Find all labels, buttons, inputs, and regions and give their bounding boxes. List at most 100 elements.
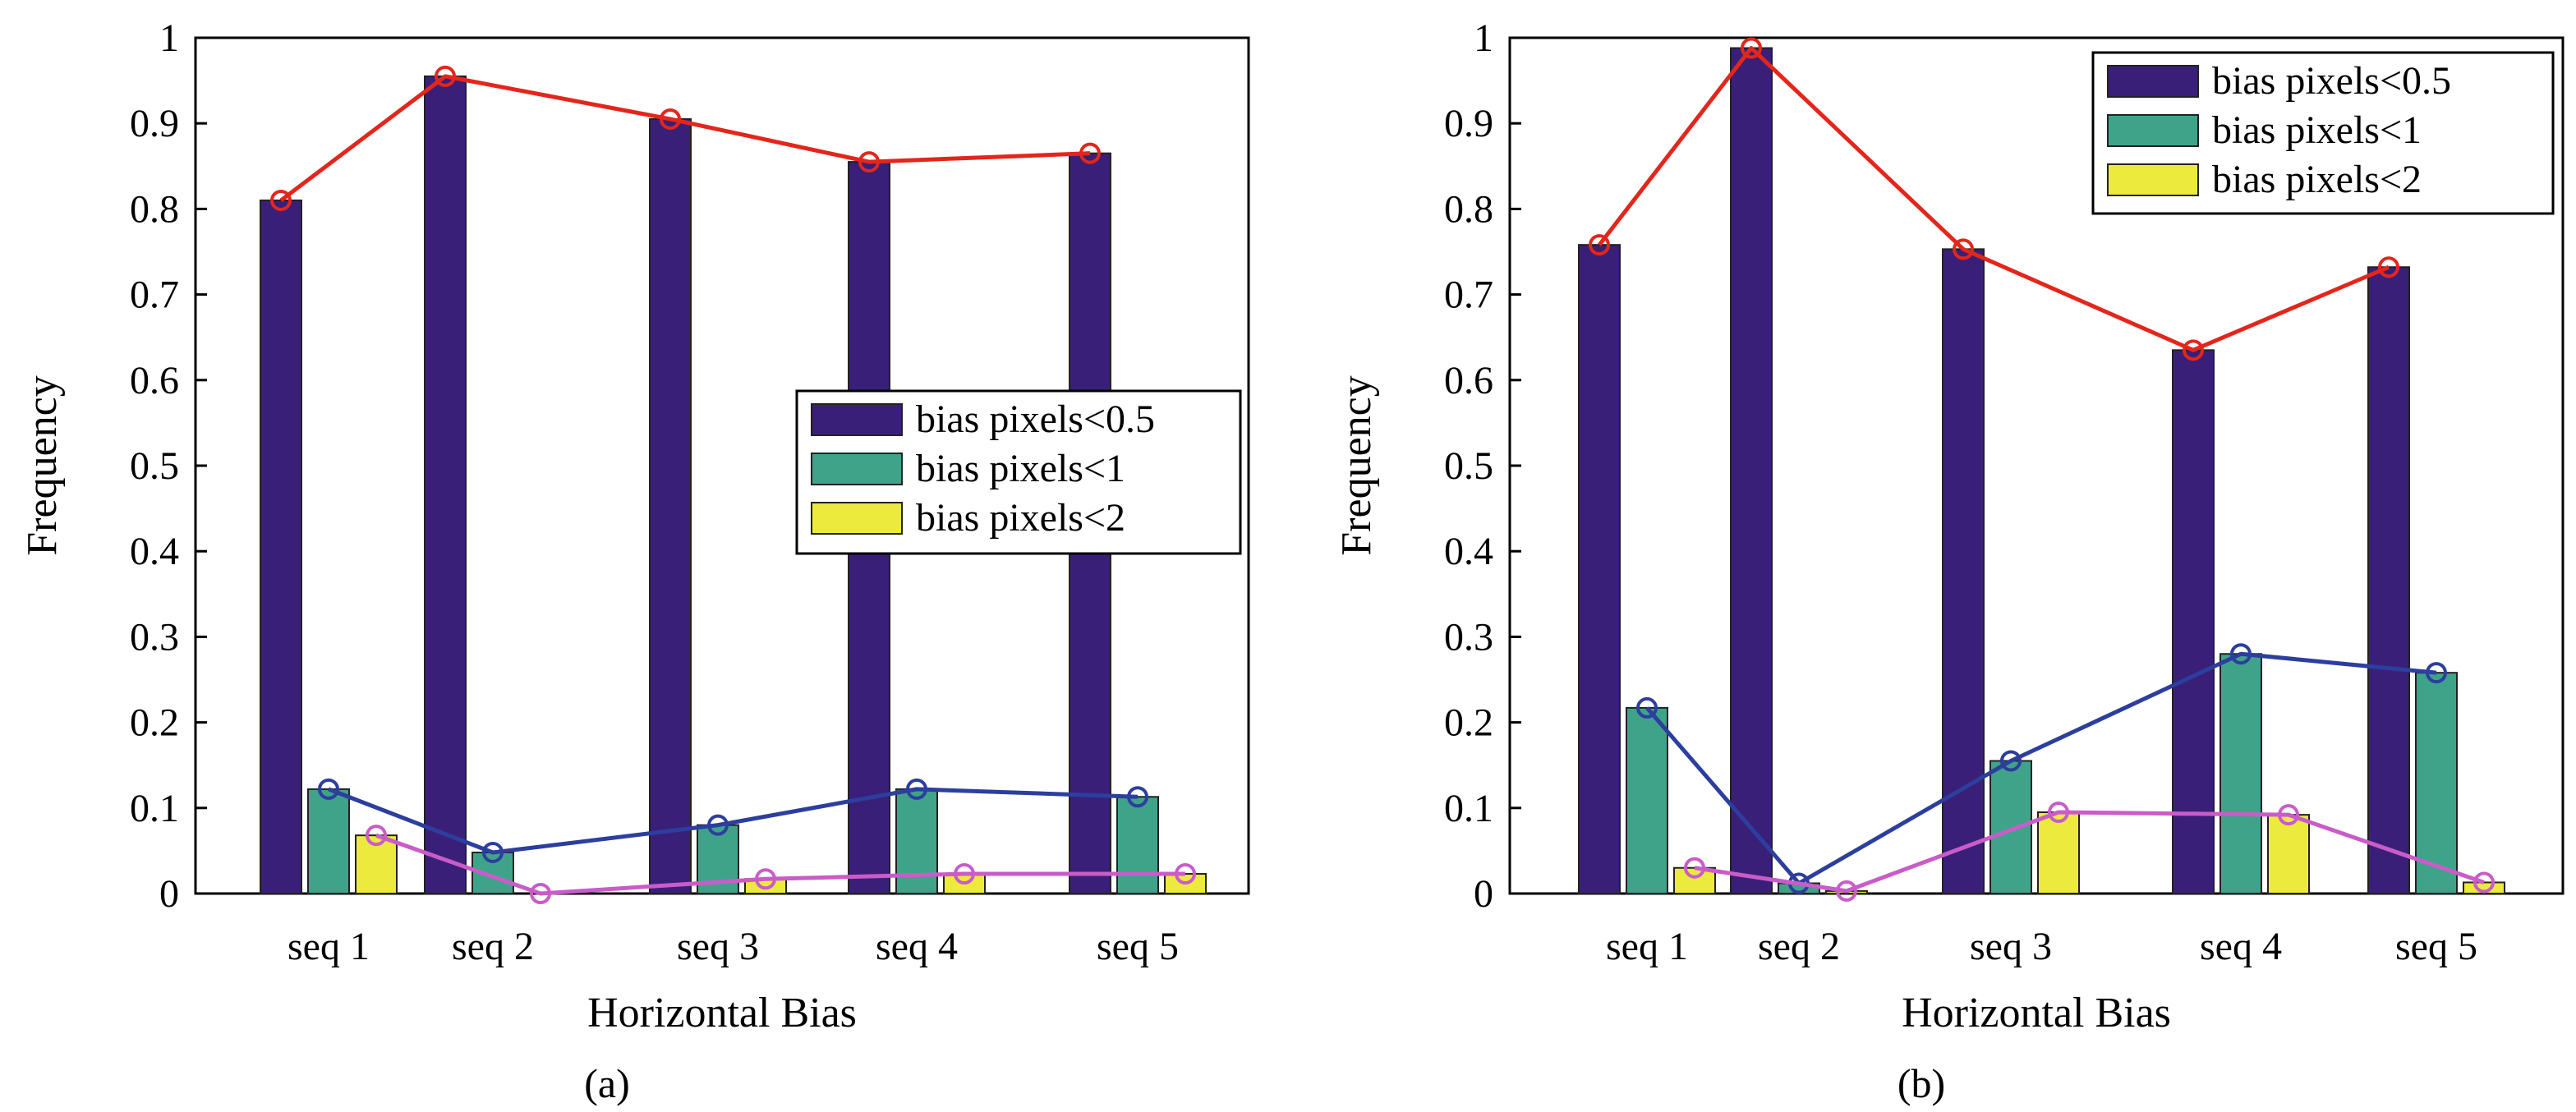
y-axis-label: Frequency — [19, 375, 66, 555]
point-marker-b-s3-4 — [2278, 804, 2299, 826]
bar-b-s1-1 — [1578, 244, 1621, 894]
bar-b-s2-4 — [2220, 653, 2262, 894]
point-marker-a-s1-5 — [1079, 142, 1101, 164]
y-tick-label: 1 — [159, 16, 179, 60]
y-tick-label: 0.9 — [1444, 102, 1493, 145]
bar-b-s1-5 — [2367, 266, 2410, 895]
y-tick-label: 0.5 — [130, 444, 179, 488]
bar-b-s1-2 — [1730, 47, 1773, 894]
point-marker-a-s2-5 — [1127, 786, 1148, 808]
y-tick-label: 0.2 — [130, 701, 179, 745]
x-tick-label: seq 1 — [288, 925, 370, 968]
x-tick-label: seq 4 — [876, 925, 958, 968]
series-line-b-s2 — [1645, 651, 2437, 885]
y-tick-label: 0.5 — [1444, 444, 1493, 488]
panel-label: (b) — [1898, 1060, 1945, 1106]
bar-a-s1-3 — [649, 117, 692, 895]
point-marker-b-s2-3 — [2000, 750, 2022, 772]
point-marker-b-s1-5 — [2378, 256, 2399, 278]
point-marker-a-s3-2 — [530, 883, 551, 904]
legend-a: bias pixels<0.5 bias pixels<1 bias pixels<… — [795, 389, 1242, 555]
legend-swatch — [811, 403, 903, 436]
x-tick-label: seq 2 — [452, 925, 534, 968]
y-tick-label: 0.7 — [1444, 273, 1493, 317]
bar-b-s2-5 — [2415, 672, 2458, 894]
legend-label: bias pixels<2 — [2212, 158, 2422, 201]
y-tick-label: 0.8 — [1444, 187, 1493, 231]
point-marker-a-s1-1 — [270, 189, 292, 211]
y-tick-label: 0.4 — [1444, 530, 1493, 573]
legend-swatch — [811, 453, 903, 485]
y-tick-label: 0.9 — [130, 102, 179, 145]
chart-panel-b: 0 0.1 0.2 0.3 0.4 0.5 0.6 0.7 0.8 0.9 1 seq 1 seq 2 s… — [1333, 16, 2564, 1106]
legend-swatch — [2107, 65, 2199, 98]
point-marker-a-s3-5 — [1175, 863, 1196, 885]
point-marker-b-s2-4 — [2230, 643, 2252, 665]
bar-a-s2-5 — [1116, 796, 1159, 895]
point-marker-b-s1-2 — [1741, 37, 1762, 59]
point-marker-b-s2-1 — [1636, 696, 1658, 719]
y-tick-label: 0.6 — [130, 359, 179, 402]
point-marker-b-s3-2 — [1836, 880, 1857, 902]
y-tick-label: 0.7 — [130, 273, 179, 317]
legend-swatch — [2107, 163, 2199, 196]
legend-swatch — [811, 502, 903, 535]
legend-label: bias pixels<0.5 — [2212, 59, 2451, 103]
y-axis-label: Frequency — [1333, 375, 1380, 555]
series-line-b-s3 — [1694, 810, 2485, 894]
x-tick-label: seq 4 — [2200, 925, 2282, 968]
x-tick-label: seq 5 — [2395, 925, 2477, 968]
x-axis-label: Horizontal Bias — [1902, 990, 2171, 1036]
bar-b-s2-1 — [1626, 706, 1668, 894]
y-tick-label: 0.1 — [1444, 787, 1493, 830]
bar-a-s1-2 — [424, 75, 467, 894]
point-marker-a-s2-1 — [318, 778, 339, 800]
point-marker-b-s3-5 — [2473, 871, 2495, 894]
series-line-a-s3 — [375, 833, 1185, 896]
bar-b-s3-3 — [2037, 811, 2080, 895]
point-marker-a-s2-3 — [707, 814, 729, 836]
x-tick-label: seq 5 — [1097, 925, 1179, 968]
point-marker-a-s3-1 — [366, 825, 387, 847]
point-marker-b-s3-3 — [2048, 802, 2069, 824]
point-marker-b-s1-4 — [2183, 339, 2204, 361]
x-tick-label: seq 3 — [677, 925, 759, 968]
point-marker-a-s2-4 — [906, 778, 927, 800]
point-marker-b-s1-3 — [1953, 238, 1974, 260]
point-marker-b-s1-1 — [1589, 234, 1610, 256]
x-tick-label: seq 1 — [1606, 925, 1688, 968]
y-tick-label: 0.3 — [1444, 615, 1493, 659]
bar-b-s2-3 — [1990, 760, 2032, 894]
series-line-a-s2 — [328, 787, 1138, 855]
point-marker-a-s1-3 — [660, 108, 681, 130]
point-marker-a-s1-2 — [435, 65, 456, 87]
y-tick-label: 0.3 — [130, 615, 179, 659]
x-axis-label: Horizontal Bias — [587, 990, 857, 1036]
y-tick-label: 0 — [159, 872, 179, 916]
bar-a-s2-1 — [307, 788, 350, 894]
legend-b: bias pixels<0.5 bias pixels<1 bias pixels<… — [2091, 51, 2555, 215]
point-marker-b-s2-5 — [2426, 662, 2447, 684]
y-tick-label: 0.8 — [130, 187, 179, 231]
series-line-a-s1 — [279, 74, 1091, 202]
y-tick-label: 0.1 — [130, 787, 179, 830]
x-tick-label: seq 3 — [1970, 925, 2052, 968]
bar-b-s1-4 — [2172, 349, 2215, 894]
panel-label: (a) — [584, 1060, 630, 1106]
y-tick-label: 0.6 — [1444, 359, 1493, 402]
y-tick-label: 0.2 — [1444, 701, 1493, 745]
bar-a-s2-4 — [895, 788, 938, 894]
legend-label: bias pixels<2 — [916, 496, 1125, 540]
point-marker-a-s3-4 — [954, 863, 975, 885]
point-marker-a-s1-4 — [858, 151, 880, 173]
y-tick-label: 1 — [1474, 16, 1493, 60]
x-tick-label: seq 2 — [1758, 925, 1840, 968]
chart-panel-a: 0 0.1 0.2 0.3 0.4 0.5 0.6 0.7 0.8 0.9 1 seq 1 seq 2 s… — [19, 16, 1250, 1106]
legend-swatch — [2107, 114, 2199, 147]
bar-b-s3-4 — [2267, 814, 2310, 894]
legend-label: bias pixels<1 — [916, 447, 1125, 490]
point-marker-a-s3-3 — [755, 868, 776, 890]
point-marker-b-s3-1 — [1684, 857, 1705, 879]
legend-label: bias pixels<1 — [2212, 108, 2422, 152]
